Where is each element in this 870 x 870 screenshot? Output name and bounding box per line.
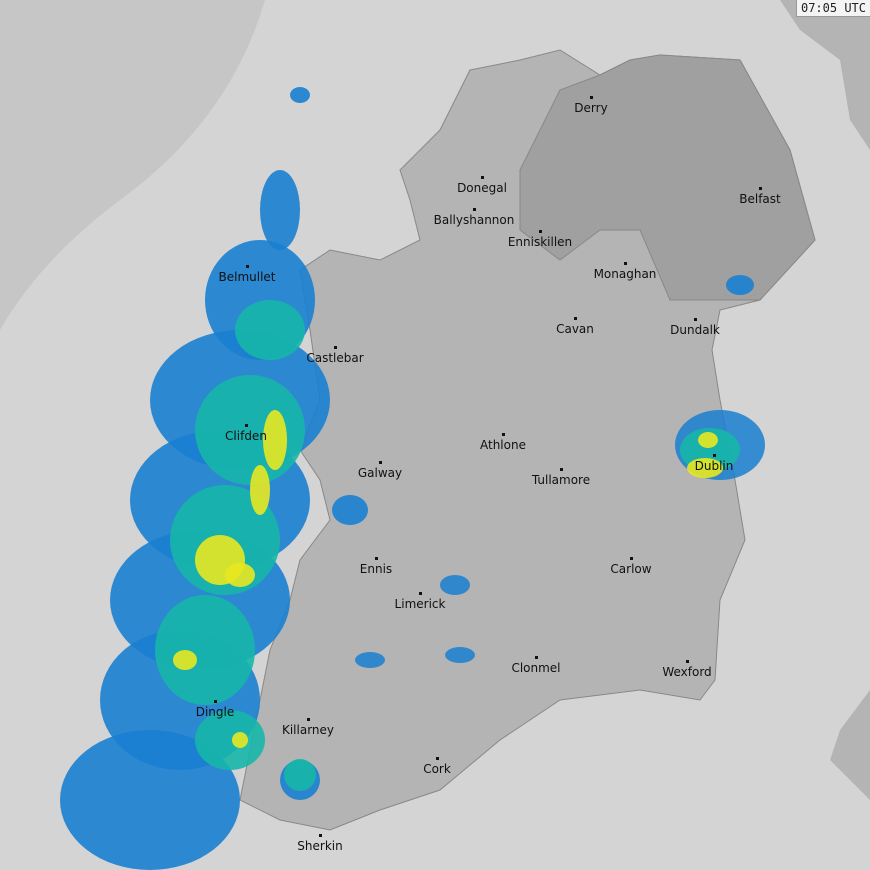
radar-echo bbox=[698, 432, 718, 448]
out-of-range-area bbox=[0, 0, 265, 330]
radar-echo bbox=[260, 170, 300, 250]
land bbox=[239, 0, 870, 831]
city-label: Ballyshannon bbox=[434, 213, 515, 227]
city-marker bbox=[214, 700, 217, 703]
city-label: Enniskillen bbox=[508, 235, 572, 249]
city-label: Tullamore bbox=[531, 473, 590, 487]
city-label: Belfast bbox=[739, 192, 781, 206]
city-marker bbox=[375, 557, 378, 560]
scotland bbox=[780, 0, 870, 150]
city-label: Donegal bbox=[457, 181, 507, 195]
radar-echo bbox=[440, 575, 470, 595]
city-marker bbox=[319, 834, 322, 837]
radar-echo bbox=[250, 465, 270, 515]
city-marker bbox=[694, 318, 697, 321]
radar-echoes bbox=[60, 87, 765, 870]
city-marker bbox=[560, 468, 563, 471]
radar-echo bbox=[284, 759, 316, 791]
city-marker bbox=[713, 454, 716, 457]
radar-echo bbox=[290, 87, 310, 103]
city-marker bbox=[245, 424, 248, 427]
city-label: Dingle bbox=[196, 705, 235, 719]
city-label: Monaghan bbox=[594, 267, 657, 281]
radar-echo bbox=[355, 652, 385, 668]
radar-echo bbox=[332, 495, 368, 525]
city-marker bbox=[436, 757, 439, 760]
city-label: Derry bbox=[574, 101, 607, 115]
city-label: Belmullet bbox=[219, 270, 276, 284]
radar-echo bbox=[232, 732, 248, 748]
city-label: Wexford bbox=[662, 665, 711, 679]
city-label: Galway bbox=[358, 466, 402, 480]
radar-echo bbox=[235, 300, 305, 360]
city-marker bbox=[419, 592, 422, 595]
city-marker bbox=[379, 461, 382, 464]
city-label: Cavan bbox=[556, 322, 594, 336]
city-marker bbox=[686, 660, 689, 663]
city-label: Dundalk bbox=[670, 323, 720, 337]
city-labels: Derry Donegal Belfast Ballyshannon Enniskill… bbox=[196, 96, 781, 853]
city-label: Cork bbox=[423, 762, 451, 776]
radar-echo bbox=[225, 563, 255, 587]
wales bbox=[830, 690, 870, 800]
city-label: Clifden bbox=[225, 429, 267, 443]
city-marker bbox=[307, 718, 310, 721]
radar-echo bbox=[195, 710, 265, 770]
city-marker bbox=[630, 557, 633, 560]
timestamp-label: 07:05 UTC bbox=[795, 0, 870, 17]
city-label: Clonmel bbox=[511, 661, 560, 675]
city-marker bbox=[539, 230, 542, 233]
city-marker bbox=[590, 96, 593, 99]
radar-echo bbox=[726, 275, 754, 295]
northern-ireland bbox=[519, 54, 816, 301]
city-label: Killarney bbox=[282, 723, 334, 737]
city-marker bbox=[246, 265, 249, 268]
radar-echo bbox=[445, 647, 475, 663]
city-label: Athlone bbox=[480, 438, 526, 452]
radar-echo bbox=[173, 650, 197, 670]
radar-echo bbox=[60, 730, 240, 870]
city-label: Sherkin bbox=[297, 839, 342, 853]
city-marker bbox=[481, 176, 484, 179]
city-label: Castlebar bbox=[306, 351, 363, 365]
city-marker bbox=[535, 656, 538, 659]
city-marker bbox=[759, 187, 762, 190]
city-marker bbox=[574, 317, 577, 320]
city-label: Carlow bbox=[610, 562, 651, 576]
radar-echo bbox=[155, 595, 255, 705]
city-label: Limerick bbox=[395, 597, 446, 611]
radar-echo bbox=[263, 410, 287, 470]
city-label: Dublin bbox=[695, 459, 734, 473]
city-marker bbox=[473, 208, 476, 211]
city-marker bbox=[334, 346, 337, 349]
city-marker bbox=[502, 433, 505, 436]
city-marker bbox=[624, 262, 627, 265]
radar-echo bbox=[687, 458, 723, 478]
city-label: Ennis bbox=[360, 562, 392, 576]
